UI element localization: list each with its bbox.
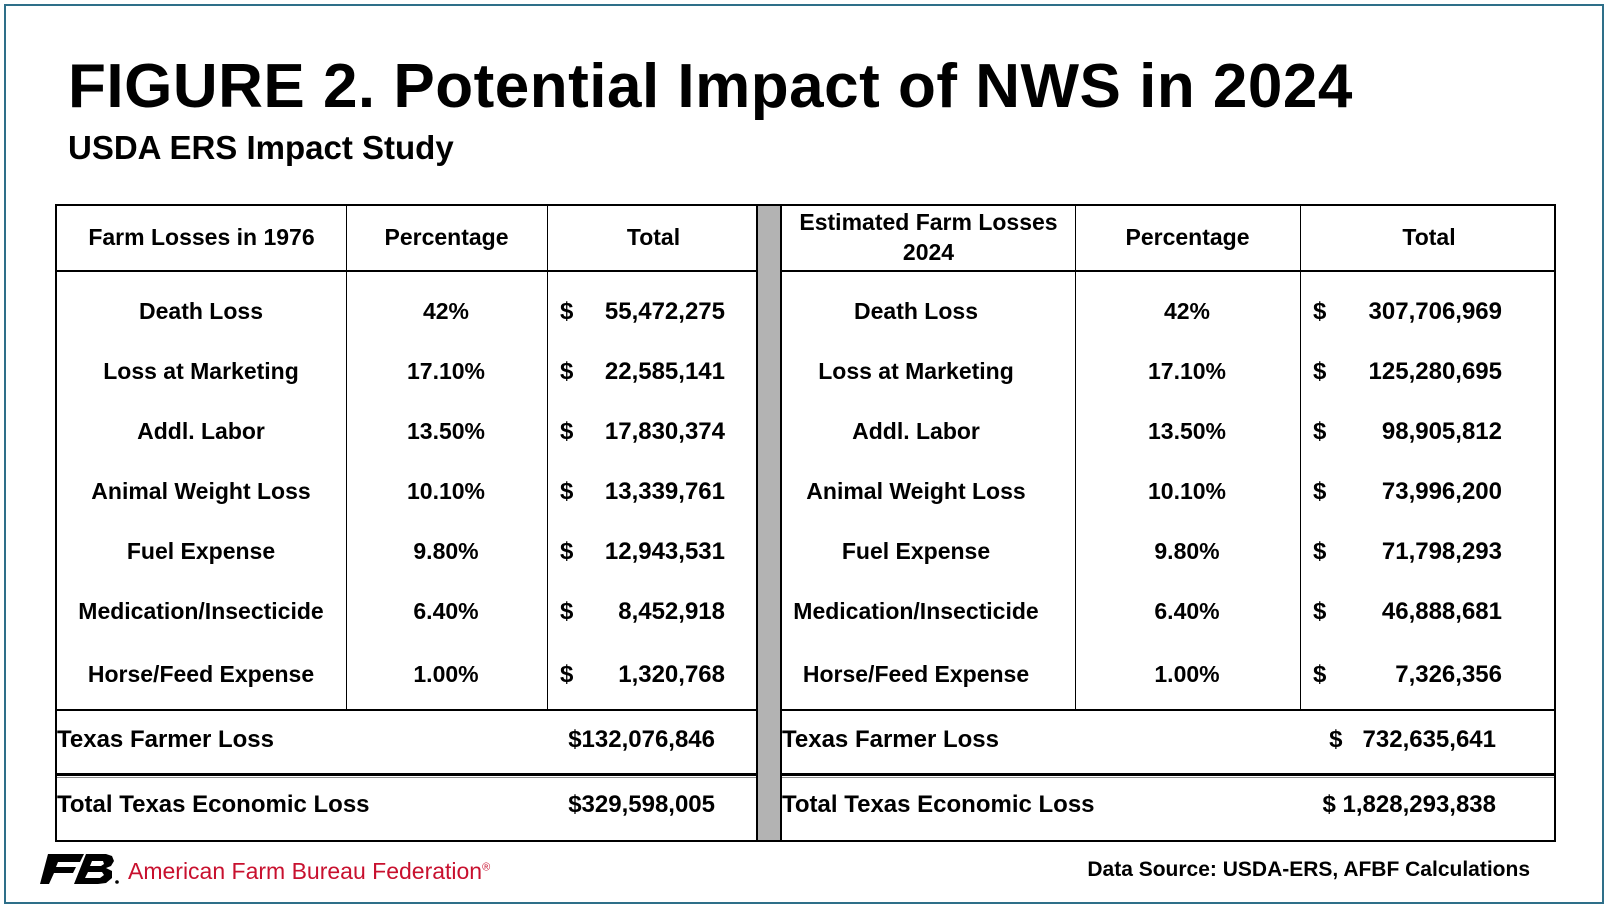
row-label: Addl. Labor xyxy=(137,418,265,444)
summary-rule xyxy=(782,773,1554,778)
row-label: Fuel Expense xyxy=(126,538,276,564)
row-percentage: 9.80% xyxy=(413,538,479,564)
row-label: Loss at Marketing xyxy=(818,358,1014,384)
column-header-percentage-header: Percentage xyxy=(1125,224,1250,251)
texas-farmer-loss-value: $132,076,846 xyxy=(568,726,715,753)
currency-symbol: $ xyxy=(1313,598,1327,625)
row-percentage: 6.40% xyxy=(1154,598,1220,624)
column-divider xyxy=(1075,206,1076,711)
row-label: Loss at Marketing xyxy=(103,358,299,384)
row-total: 1,320,768 xyxy=(618,661,725,688)
column-header-label-header: Estimated Farm Losses 2024 xyxy=(799,209,1058,265)
header-rule xyxy=(57,270,756,272)
column-header-percentage-header: Percentage xyxy=(384,224,509,251)
table-2024: Estimated Farm Losses 2024 Percentage Tota… xyxy=(780,204,1556,842)
column-divider xyxy=(346,206,347,711)
header-rule xyxy=(782,270,1554,272)
row-total: 22,585,141 xyxy=(604,358,725,385)
currency-symbol: $ xyxy=(560,598,574,625)
row-label: Horse/Feed Expense xyxy=(87,661,315,687)
row-percentage: 1.00% xyxy=(413,661,479,687)
row-percentage: 9.80% xyxy=(1154,538,1220,564)
farm-bureau-logo-icon xyxy=(40,854,119,884)
summary-rule xyxy=(57,773,756,778)
currency-symbol: $ xyxy=(560,538,574,565)
row-percentage: 42% xyxy=(422,298,470,324)
row-label: Death Loss xyxy=(139,298,263,324)
total-texas-economic-loss-label: Total Texas Economic Loss xyxy=(57,791,370,818)
currency-symbol: $ xyxy=(1313,298,1327,325)
page-subtitle: USDA ERS Impact Study xyxy=(68,129,454,166)
column-header-total-header: Total xyxy=(626,224,681,251)
page-title: FIGURE 2. Potential Impact of NWS in 202… xyxy=(68,52,1353,121)
column-divider xyxy=(1300,206,1301,711)
row-label: Animal Weight Loss xyxy=(806,478,1026,504)
row-percentage: 13.50% xyxy=(406,418,486,444)
row-percentage: 17.10% xyxy=(1147,358,1227,384)
row-label: Addl. Labor xyxy=(852,418,980,444)
row-label: Death Loss xyxy=(854,298,978,324)
row-total: 13,339,761 xyxy=(604,478,725,505)
row-total: 73,996,200 xyxy=(1381,478,1502,505)
row-percentage: 6.40% xyxy=(413,598,479,624)
row-total: 98,905,812 xyxy=(1381,418,1502,445)
row-label: Fuel Expense xyxy=(841,538,991,564)
row-percentage: 10.10% xyxy=(406,478,486,504)
row-total: 8,452,918 xyxy=(618,598,725,625)
currency-symbol: $ xyxy=(560,661,574,688)
row-percentage: 42% xyxy=(1163,298,1211,324)
currency-symbol: $ xyxy=(1313,478,1327,505)
column-divider xyxy=(547,206,548,711)
table-1976: Farm Losses in 1976 Percentage Total Death … xyxy=(55,204,758,842)
column-header-label-header: Farm Losses in 1976 xyxy=(88,224,315,251)
row-total: 307,706,969 xyxy=(1368,298,1502,325)
data-source: Data Source: USDA-ERS, AFBF Calculations xyxy=(1087,858,1530,881)
currency-symbol: $ xyxy=(1313,661,1327,688)
row-total: 125,280,695 xyxy=(1368,358,1502,385)
organization-name: American Farm Bureau Federation® xyxy=(128,858,491,884)
row-percentage: 1.00% xyxy=(1154,661,1220,687)
row-percentage: 13.50% xyxy=(1147,418,1227,444)
row-total: 12,943,531 xyxy=(604,538,725,565)
texas-farmer-loss-value: $ 732,635,641 xyxy=(1329,726,1496,753)
total-texas-economic-loss-value: $329,598,005 xyxy=(568,791,715,818)
total-texas-economic-loss-label: Total Texas Economic Loss xyxy=(782,791,1095,818)
currency-symbol: $ xyxy=(560,418,574,445)
row-total: 46,888,681 xyxy=(1381,598,1502,625)
currency-symbol: $ xyxy=(560,478,574,505)
figure-frame xyxy=(4,4,1604,904)
currency-symbol: $ xyxy=(560,298,574,325)
row-label: Medication/Insecticide xyxy=(78,598,324,624)
body-rule xyxy=(782,709,1554,711)
row-total: 17,830,374 xyxy=(604,418,725,445)
table-divider xyxy=(758,204,780,842)
currency-symbol: $ xyxy=(1313,538,1327,565)
texas-farmer-loss-label: Texas Farmer Loss xyxy=(57,726,274,753)
row-label: Animal Weight Loss xyxy=(91,478,311,504)
total-texas-economic-loss-value: $ 1,828,293,838 xyxy=(1322,791,1497,818)
column-header-total-header: Total xyxy=(1402,224,1456,251)
currency-symbol: $ xyxy=(1313,418,1327,445)
row-total: 55,472,275 xyxy=(604,298,725,325)
body-rule xyxy=(57,709,756,711)
row-label: Horse/Feed Expense xyxy=(802,661,1030,687)
row-total: 7,326,356 xyxy=(1395,661,1502,688)
row-total: 71,798,293 xyxy=(1381,538,1502,565)
row-percentage: 17.10% xyxy=(406,358,486,384)
texas-farmer-loss-label: Texas Farmer Loss xyxy=(782,726,999,753)
currency-symbol: $ xyxy=(560,358,574,385)
currency-symbol: $ xyxy=(1313,358,1327,385)
row-percentage: 10.10% xyxy=(1147,478,1227,504)
row-label: Medication/Insecticide xyxy=(793,598,1039,624)
